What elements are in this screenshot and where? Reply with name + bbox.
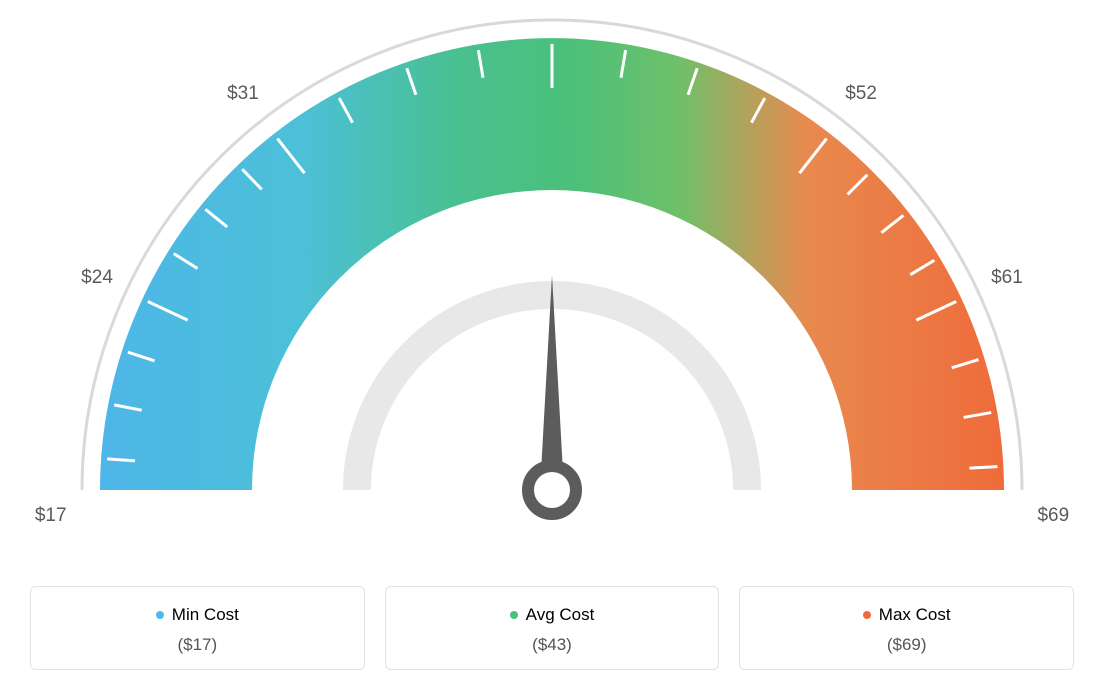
tick-mark [107,459,135,461]
gauge-svg [0,0,1104,560]
legend-card-max: Max Cost ($69) [739,586,1074,670]
tick-label: $61 [991,267,1023,289]
tick-label: $52 [845,83,877,105]
legend-row: Min Cost ($17) Avg Cost ($43) Max Cost (… [30,586,1074,670]
legend-value: ($69) [750,635,1063,655]
gauge-area: $17$24$31$43$52$61$69 [0,0,1104,560]
legend-card-avg: Avg Cost ($43) [385,586,720,670]
legend-label: Max Cost [879,605,951,625]
legend-title-min: Min Cost [156,605,239,625]
legend-value: ($43) [396,635,709,655]
legend-value: ($17) [41,635,354,655]
legend-label: Avg Cost [526,605,595,625]
tick-mark [969,467,997,468]
dot-icon [863,611,871,619]
tick-label: $17 [35,505,67,527]
tick-label: $31 [227,83,259,105]
dot-icon [156,611,164,619]
dot-icon [510,611,518,619]
legend-title-avg: Avg Cost [510,605,595,625]
legend-title-max: Max Cost [863,605,951,625]
gauge-chart-container: $17$24$31$43$52$61$69 Min Cost ($17) Avg… [0,0,1104,690]
tick-label: $24 [81,267,113,289]
needle-hub [528,466,576,514]
legend-label: Min Cost [172,605,239,625]
tick-label: $69 [1037,505,1069,527]
legend-card-min: Min Cost ($17) [30,586,365,670]
